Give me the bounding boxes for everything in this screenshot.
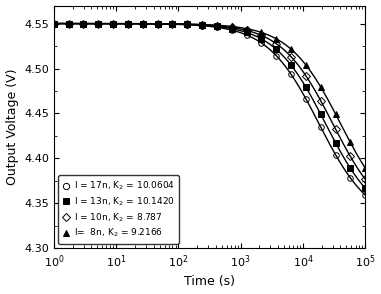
Legend: I = 17n, K$_2$ = 10.0604, I = 13n, K$_2$ = 10.1420, I = 10n, K$_2$ = 8.787, I=  : I = 17n, K$_2$ = 10.0604, I = 13n, K$_2$… xyxy=(58,176,179,244)
X-axis label: Time (s): Time (s) xyxy=(184,275,235,288)
Y-axis label: Output Voltage (V): Output Voltage (V) xyxy=(6,69,19,185)
